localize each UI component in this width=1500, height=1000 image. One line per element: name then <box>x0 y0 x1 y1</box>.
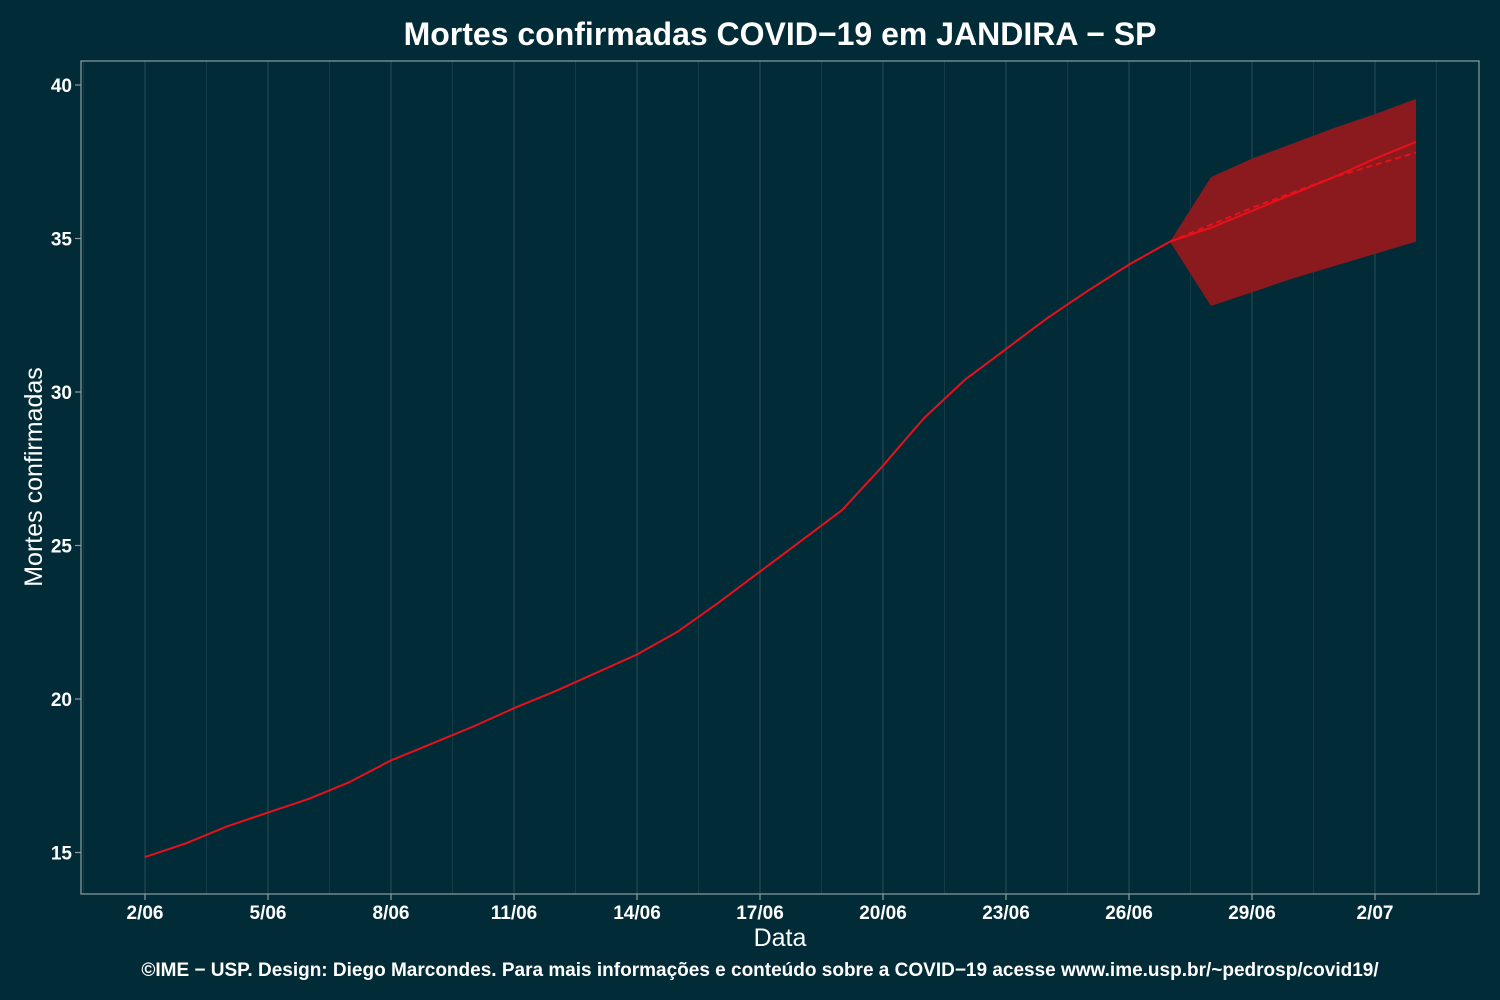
y-tick-label: 35 <box>51 230 73 251</box>
y-tick-label: 15 <box>51 844 73 865</box>
y-tick-label: 20 <box>51 690 72 711</box>
y-axis-label: Mortes confirmadas <box>20 367 48 587</box>
series-layer <box>144 140 1417 859</box>
chart-title: Mortes confirmadas COVID−19 em JANDIRA −… <box>404 16 1157 52</box>
x-tick-label: 26/06 <box>1105 903 1153 924</box>
x-tick-label: 23/06 <box>982 903 1030 924</box>
gridlines <box>83 61 1437 894</box>
x-tick-label: 17/06 <box>736 903 784 924</box>
forecast-line <box>1169 140 1417 243</box>
x-tick-label: 11/06 <box>491 903 538 924</box>
y-axis-ticks: 15 20 25 30 35 40 <box>51 76 81 865</box>
forecast_alt-line <box>1169 151 1417 243</box>
x-tick-label: 29/06 <box>1228 903 1276 924</box>
y-tick-label: 30 <box>51 383 72 404</box>
plot-frame <box>80 60 1480 895</box>
x-axis-ticks: 2/06 5/06 8/06 11/06 14/06 17/06 20/06 23/06 26/… <box>127 894 1394 924</box>
caption: ©IME − USP. Design: Diego Marcondes. Par… <box>141 960 1379 981</box>
x-tick-label: 2/06 <box>127 903 164 924</box>
x-axis-label: Data <box>754 924 807 952</box>
x-tick-label: 5/06 <box>250 903 287 924</box>
x-tick-label: 14/06 <box>613 903 661 924</box>
y-tick-label: 40 <box>51 76 72 97</box>
forecast-confidence-band <box>1170 98 1416 307</box>
y-tick-label: 25 <box>51 537 73 558</box>
confidence-band-layer <box>1170 98 1416 307</box>
x-tick-label: 20/06 <box>859 903 907 924</box>
observed-line <box>144 240 1171 859</box>
x-tick-label: 8/06 <box>373 903 410 924</box>
x-tick-label: 2/07 <box>1357 903 1394 924</box>
